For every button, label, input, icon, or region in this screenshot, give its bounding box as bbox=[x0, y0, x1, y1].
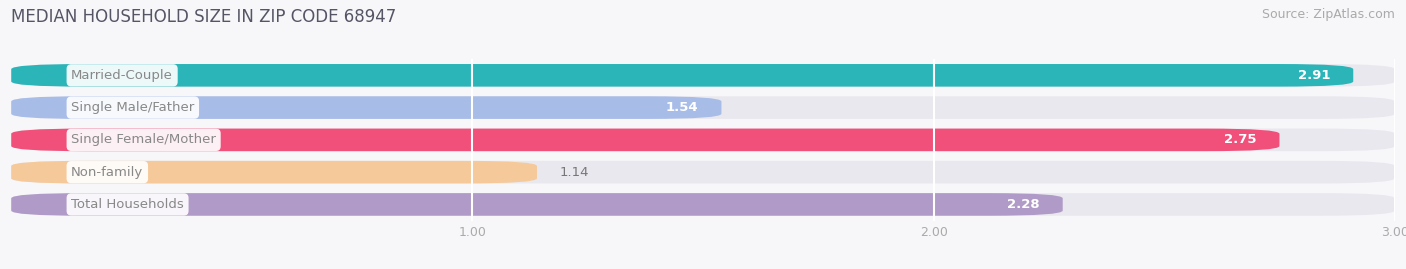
Text: Married-Couple: Married-Couple bbox=[72, 69, 173, 82]
Text: 2.75: 2.75 bbox=[1223, 133, 1257, 146]
FancyBboxPatch shape bbox=[11, 64, 1353, 87]
Text: Single Male/Father: Single Male/Father bbox=[72, 101, 194, 114]
Text: 2.28: 2.28 bbox=[1007, 198, 1039, 211]
FancyBboxPatch shape bbox=[11, 129, 1395, 151]
FancyBboxPatch shape bbox=[11, 193, 1063, 216]
Text: Non-family: Non-family bbox=[72, 166, 143, 179]
FancyBboxPatch shape bbox=[11, 193, 1395, 216]
FancyBboxPatch shape bbox=[11, 64, 1395, 87]
FancyBboxPatch shape bbox=[11, 161, 1395, 183]
Text: MEDIAN HOUSEHOLD SIZE IN ZIP CODE 68947: MEDIAN HOUSEHOLD SIZE IN ZIP CODE 68947 bbox=[11, 8, 396, 26]
Text: Total Households: Total Households bbox=[72, 198, 184, 211]
FancyBboxPatch shape bbox=[11, 161, 537, 183]
Text: Source: ZipAtlas.com: Source: ZipAtlas.com bbox=[1261, 8, 1395, 21]
Text: 2.91: 2.91 bbox=[1298, 69, 1330, 82]
FancyBboxPatch shape bbox=[11, 129, 1279, 151]
Text: 1.14: 1.14 bbox=[560, 166, 589, 179]
FancyBboxPatch shape bbox=[11, 96, 721, 119]
FancyBboxPatch shape bbox=[11, 96, 1395, 119]
Text: 1.54: 1.54 bbox=[666, 101, 699, 114]
Text: Single Female/Mother: Single Female/Mother bbox=[72, 133, 217, 146]
